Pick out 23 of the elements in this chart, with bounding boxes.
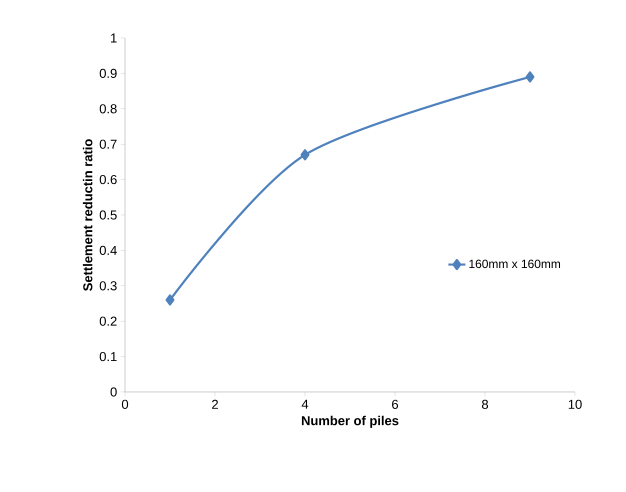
x-tick-label: 10 xyxy=(568,400,582,409)
y-tick-label: 0.4 xyxy=(100,246,117,255)
legend-label: 160mm x 160mm xyxy=(469,260,560,268)
x-tick-label: 2 xyxy=(212,400,218,409)
y-axis-title: Settlement reductin ratio xyxy=(82,139,92,291)
x-axis-title: Number of piles xyxy=(302,416,398,428)
x-tick-label: 6 xyxy=(392,400,398,409)
point xyxy=(526,71,534,83)
x-tick-label: 4 xyxy=(302,400,308,409)
y-tick-label: 0.5 xyxy=(100,210,117,220)
point xyxy=(300,149,310,160)
y-tick-label: 0.3 xyxy=(100,281,117,290)
y-tick-label: 0.7 xyxy=(100,140,117,149)
y-tick-label: 0.1 xyxy=(100,352,117,362)
x-tick-label: 0 xyxy=(122,400,128,409)
x-tick-label: 8 xyxy=(482,400,488,409)
y-tick-label: 0.9 xyxy=(100,68,117,78)
y-tick-label: 0.8 xyxy=(100,104,117,114)
y-tick-label: 0.2 xyxy=(100,316,117,326)
point xyxy=(166,294,174,306)
y-tick-label: 0.6 xyxy=(100,174,117,184)
y-tick-label: 1 xyxy=(111,34,117,42)
y-tick-label: 0 xyxy=(110,387,117,397)
